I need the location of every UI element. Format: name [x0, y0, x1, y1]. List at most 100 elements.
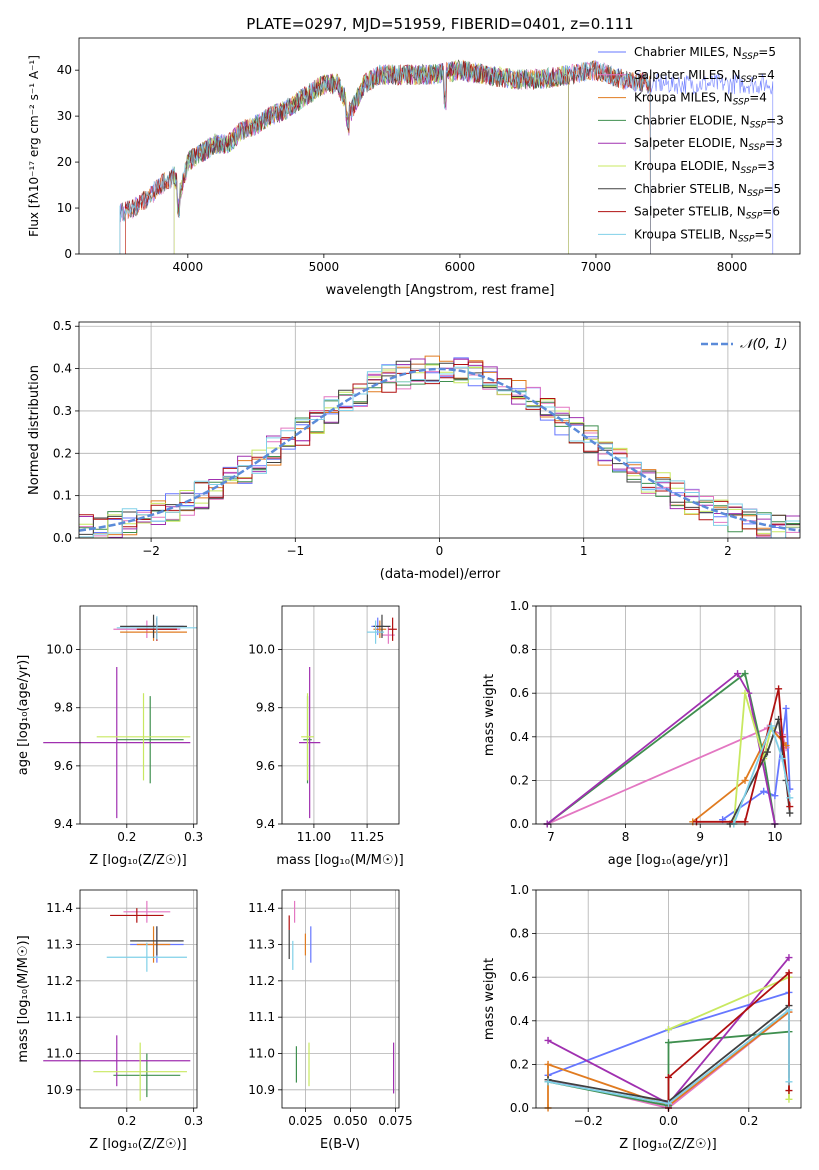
spectrum-frame	[78, 37, 801, 255]
point-chabrier_stelib	[120, 614, 187, 638]
mass-weight-marker-kroupa_stelib	[786, 794, 794, 802]
mw-age-frame	[535, 605, 802, 825]
y-tick-label: 0.0	[510, 1101, 529, 1115]
x-tick-label: 11.00	[297, 830, 331, 844]
y-tick-label: 0.0	[510, 817, 529, 831]
x-tick-label: −0.2	[574, 1114, 603, 1128]
y-tick-label: 0.2	[53, 446, 72, 460]
y-tick-label: 9.4	[256, 817, 275, 831]
spectrum-title: PLATE=0297, MJD=51959, FIBERID=0401, z=0…	[246, 15, 633, 33]
y-tick-label: 11.1	[46, 1010, 73, 1024]
mass-weight-line-chabrier_elodie	[546, 672, 776, 825]
point-salpeter_miles	[123, 900, 171, 923]
spectrum-legend: Chabrier MILES, NSSP=5 Salpeter MILES, NS…	[598, 45, 784, 244]
mw-z-ticks: −0.2 0.0 0.2 0.0 0.2 0.4 0.6 0.8 1.0	[510, 883, 758, 1128]
point-salpeter_stelib	[388, 617, 397, 641]
age-mass-points	[299, 614, 397, 819]
mass-z-points	[43, 900, 191, 1101]
y-tick-label: 11.2	[46, 974, 73, 988]
mass-weight-marker-kroupa_stelib	[785, 1006, 793, 1014]
mass-weight-marker-salpeter_stelib	[778, 733, 786, 741]
mass-z-frame	[79, 889, 198, 1109]
mass-weight-marker-kroupa_elodie	[785, 1095, 793, 1103]
mw-z-xlabel: Z [log₁₀(Z/Z☉)]	[619, 1137, 716, 1152]
x-tick-label: 6000	[445, 260, 476, 274]
mass-weight-marker-salpeter_stelib	[665, 1073, 672, 1081]
y-tick-label: 11.2	[248, 974, 275, 988]
x-tick-label: 2	[724, 544, 732, 558]
mass-ebv-grid	[282, 890, 399, 1108]
y-tick-label: 0	[64, 247, 72, 261]
legend-label-chabrier_elodie: Chabrier ELODIE, NSSP=3	[634, 113, 784, 130]
mass-weight-marker-kroupa_miles	[544, 1060, 552, 1068]
x-tick-label: 7000	[581, 260, 612, 274]
legend-label-chabrier_stelib: Chabrier STELIB, NSSP=5	[634, 182, 781, 199]
y-tick-label: 40	[57, 63, 72, 77]
legend-label-salpeter_stelib: Salpeter STELIB, NSSP=6	[634, 205, 780, 222]
mass-vs-metallicity-panel: 0.2 0.3 10.9 11.0 11.1 11.2 11.3 11.4 Z [log₁₀(…	[16, 889, 203, 1152]
age-mass-xlabel: mass [log₁₀(M/M☉)]	[276, 853, 403, 868]
y-tick-label: 10.0	[248, 643, 275, 657]
residual-xlabel: (data-model)/error	[380, 567, 501, 582]
legend-label-kroupa_stelib: Kroupa STELIB, NSSP=5	[634, 227, 772, 244]
x-tick-label: 4000	[173, 260, 204, 274]
y-tick-label: 0.8	[510, 927, 529, 941]
y-tick-label: 0.2	[510, 773, 529, 787]
normal-curve	[78, 367, 801, 532]
y-tick-label: 0.2	[510, 1057, 529, 1071]
age-z-ylabel: age [log₁₀(age/yr)]	[16, 655, 31, 776]
mass-weight-marker-chabrier_miles	[782, 704, 790, 712]
age-z-xlabel: Z [log₁₀(Z/Z☉)]	[89, 853, 186, 868]
mass-weight-line-kroupa_miles	[692, 726, 787, 823]
mw-age-ticks: 7 8 9 10 0.0 0.2 0.4 0.6 0.8 1.0	[510, 599, 783, 844]
mass-weight-line-kroupa_stelib	[732, 723, 791, 825]
y-tick-label: 11.3	[46, 938, 73, 952]
spectrum-series-layer	[119, 59, 774, 255]
x-tick-label: −2	[142, 544, 160, 558]
x-tick-label: 0.2	[739, 1114, 758, 1128]
mass-weight-marker-kroupa_stelib	[767, 722, 775, 730]
y-tick-label: 1.0	[510, 599, 529, 613]
y-tick-label: 9.8	[54, 701, 73, 715]
mass-weight-marker-salpeter_elodie	[785, 954, 793, 962]
y-tick-label: 0.4	[53, 362, 72, 376]
x-tick-label: 8000	[717, 260, 748, 274]
y-tick-label: 1.0	[510, 883, 529, 897]
spectrum-xlabel: wavelength [Angstrom, rest frame]	[326, 283, 555, 298]
mass-ebv-xlabel: E(B-V)	[320, 1137, 360, 1152]
residual-series-layer	[78, 355, 801, 539]
x-tick-label: 8	[622, 830, 630, 844]
residual-legend: 𝒩(0, 1)	[701, 337, 787, 352]
point-salpeter_elodie	[43, 1035, 191, 1087]
x-tick-label: 7	[547, 830, 555, 844]
y-tick-label: 9.6	[54, 759, 73, 773]
normal-legend-label: 𝒩(0, 1)	[740, 337, 787, 352]
y-tick-label: 10.0	[46, 643, 73, 657]
y-tick-label: 0.8	[510, 643, 529, 657]
point-kroupa_elodie	[96, 693, 191, 781]
point-chabrier_stelib	[373, 614, 391, 638]
mass-weight-marker-kroupa_elodie	[665, 1026, 672, 1034]
legend-label-salpeter_elodie: Salpeter ELODIE, NSSP=3	[634, 136, 783, 153]
point-chabrier_elodie	[116, 696, 184, 784]
mass-weight-marker-kroupa_stelib	[544, 1078, 552, 1086]
mass-weight-marker-chabrier_stelib	[763, 748, 771, 756]
point-kroupa_elodie	[93, 1042, 187, 1101]
y-tick-label: 9.6	[256, 759, 275, 773]
mass-weight-marker-chabrier_stelib	[786, 809, 794, 817]
mass-weight-marker-salpeter_stelib	[785, 1087, 793, 1095]
y-tick-label: 0.3	[53, 404, 72, 418]
mass-weight-marker-kroupa_stelib	[785, 1078, 793, 1086]
spectrum-ylabel: Flux [fλ10⁻¹⁷ erg cm⁻² s⁻¹ A⁻¹]	[27, 55, 41, 237]
mass-ebv-frame	[281, 889, 400, 1109]
y-tick-label: 11.0	[46, 1047, 73, 1061]
y-tick-label: 0.6	[510, 686, 529, 700]
point-salpeter_elodie	[299, 667, 321, 819]
y-tick-label: 0.5	[53, 319, 72, 333]
mass-weight-marker-chabrier_elodie	[665, 1039, 672, 1047]
mass-weight-marker-salpeter_stelib	[786, 803, 794, 811]
legend-label-chabrier_miles: Chabrier MILES, NSSP=5	[634, 45, 776, 62]
x-tick-label: 11.25	[350, 830, 384, 844]
spectrum-panel: PLATE=0297, MJD=51959, FIBERID=0401, z=0…	[27, 15, 801, 298]
point-kroupa_stelib	[367, 620, 385, 644]
